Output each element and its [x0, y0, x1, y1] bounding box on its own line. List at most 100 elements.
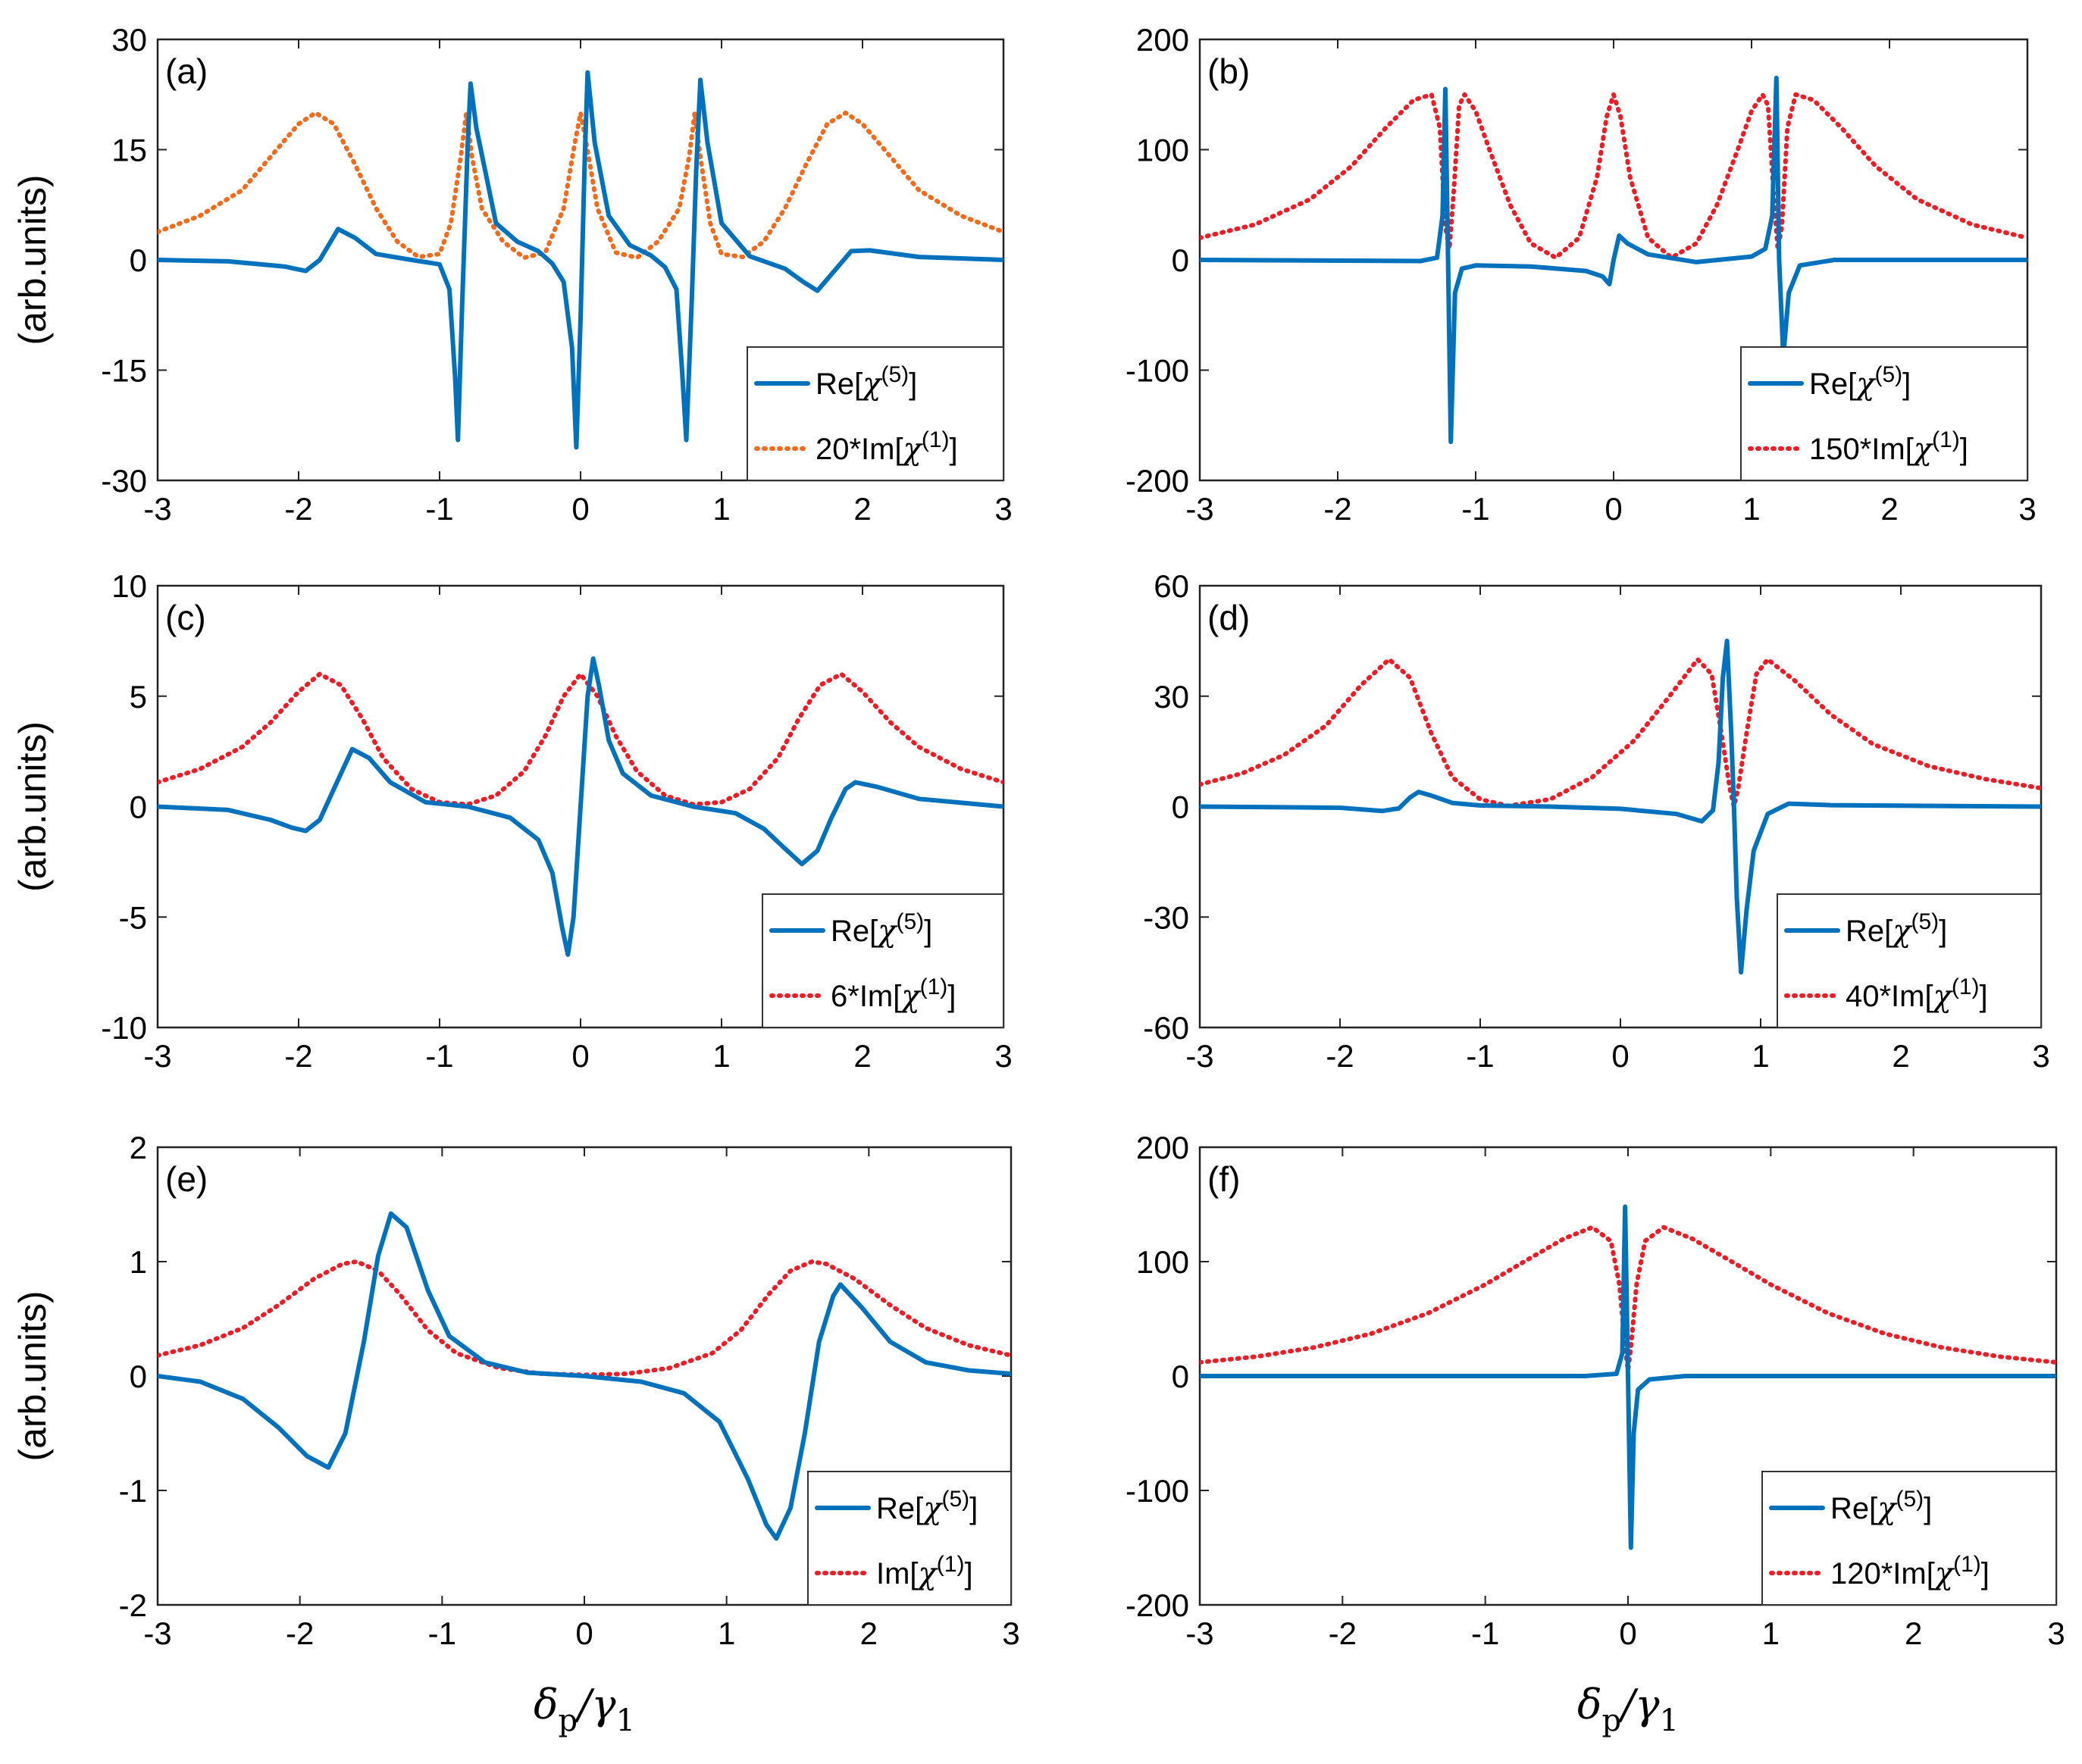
panel-c: -3 -2 -1 0 1 2 3-10-50510(c)(arb.units)Re[χ(5)… [11, 568, 1013, 1074]
x-tick-label: 0 [1619, 1615, 1636, 1651]
legend-entry: Re[χ(5)] [1846, 909, 1947, 949]
series-line-re-chi5 [1200, 75, 2027, 445]
y-tick-label: 0 [130, 242, 147, 278]
x-tick-label: -2 [1326, 1038, 1354, 1074]
legend: Re[χ(5)] 20*Im[χ(1)] [747, 346, 1004, 481]
y-tick-label: 0 [130, 790, 147, 825]
y-tick-label: -200 [1126, 463, 1189, 499]
x-tick-label: 3 [1002, 1615, 1019, 1651]
x-tick-label: 2 [1880, 491, 1898, 527]
x-tick-label: 1 [712, 491, 730, 527]
x-axis-label: δp/γ1 [1577, 1681, 1679, 1738]
x-tick-label: -1 [428, 1615, 456, 1651]
x-tick-label: 2 [860, 1615, 878, 1651]
y-tick-label: 0 [1172, 790, 1189, 825]
legend-box [1761, 1471, 2057, 1606]
series-line-im-chi1 [1200, 92, 2027, 261]
y-tick-label: 60 [1154, 568, 1189, 604]
x-axis-label: δp/γ1 [534, 1681, 635, 1738]
y-tick-label: -30 [1143, 899, 1189, 935]
y-tick-label: -1 [119, 1473, 147, 1509]
y-tick-label: -15 [101, 353, 147, 389]
x-tick-label: 0 [575, 1615, 593, 1651]
y-axis-label: (arb.units) [11, 721, 54, 892]
x-tick-label: 2 [1892, 1038, 1909, 1074]
legend-entry: 120*Im[χ(1)] [1830, 1552, 1990, 1591]
x-tick-label: 2 [853, 491, 871, 527]
y-tick-label: -100 [1126, 353, 1189, 389]
x-tick-label: -3 [143, 1038, 171, 1074]
x-tick-label: -2 [1329, 1615, 1357, 1651]
panel-b: -3 -2 -1 0 1 2 3 -200 -100 0 100 200 (b) Re[χ(5)] 150*… [1126, 22, 2037, 527]
y-tick-label: 30 [111, 22, 147, 58]
series-line-re-chi5 [1200, 1204, 2056, 1550]
x-tick-label: -3 [1185, 491, 1213, 527]
legend: Re[χ(5)] Im[χ(1)] [807, 1471, 1012, 1606]
legend-box [1740, 346, 2028, 481]
y-tick-label: -30 [101, 463, 147, 499]
series-line-im-chi1 [158, 111, 1003, 261]
panel-d: -3 -2 -1 0 1 2 3 -60 -30 0 30 60 (d) Re[χ(5)] 40*Im[χ(… [1143, 568, 2049, 1074]
y-tick-label: 0 [1172, 242, 1189, 278]
x-tick-label: -2 [284, 491, 312, 527]
x-tick-label: 3 [2018, 491, 2036, 527]
y-tick-label: 10 [111, 568, 147, 604]
legend-entry: 150*Im[χ(1)] [1809, 427, 1968, 467]
x-tick-label: -2 [1323, 491, 1351, 527]
x-tick-label: -1 [425, 491, 453, 527]
x-tick-label: 0 [1605, 491, 1622, 527]
panel-label: (d) [1207, 598, 1250, 637]
y-tick-label: -100 [1126, 1473, 1189, 1509]
series-line-re-chi5 [158, 656, 1003, 957]
y-tick-label: 200 [1136, 1130, 1189, 1165]
y-tick-label: -10 [101, 1010, 147, 1046]
legend-entry: Re[χ(5)] [831, 909, 932, 949]
panel-e: -3 -2 -1 0 1 2 3-2-1012(e)(arb.units)δp/γ1Re[χ… [11, 1130, 1020, 1738]
x-tick-label: 3 [994, 1038, 1012, 1074]
legend-entry: 6*Im[χ(1)] [831, 974, 956, 1014]
x-tick-label: -1 [1466, 1038, 1494, 1074]
legend: Re[χ(5)] 40*Im[χ(1)] [1777, 893, 2042, 1028]
x-tick-label: 1 [718, 1615, 735, 1651]
x-tick-label: -3 [1185, 1615, 1213, 1651]
x-tick-label: -3 [1185, 1038, 1213, 1074]
series-line-re-chi5 [1200, 638, 2041, 975]
y-axis-label: (arb.units) [11, 1290, 54, 1461]
x-tick-label: 3 [994, 491, 1012, 527]
panel-label: (f) [1207, 1159, 1240, 1199]
x-tick-label: 0 [571, 491, 589, 527]
x-tick-label: 2 [853, 1038, 871, 1074]
legend-box [1777, 893, 2042, 1028]
x-tick-label: -2 [286, 1615, 314, 1651]
x-tick-label: -3 [143, 1615, 171, 1651]
y-tick-label: 100 [1136, 1244, 1189, 1280]
panel-label: (b) [1207, 52, 1250, 91]
x-tick-label: 1 [712, 1038, 730, 1074]
panel-label: (e) [165, 1159, 208, 1199]
y-tick-label: 1 [130, 1244, 147, 1280]
y-tick-label: -60 [1143, 1010, 1189, 1046]
panel-label: (c) [165, 598, 206, 637]
series-line-im-chi1 [1200, 657, 2041, 809]
x-tick-label: -2 [284, 1038, 312, 1074]
x-tick-label: -1 [1461, 491, 1489, 527]
x-tick-label: 1 [1752, 1038, 1769, 1074]
x-tick-label: 3 [2047, 1615, 2065, 1651]
legend-entry: 20*Im[χ(1)] [816, 427, 958, 467]
panel-f: -3 -2 -1 0 1 2 3 -200 -100 0 100 200 (f) δp/γ1 Re[χ(5)… [1126, 1130, 2065, 1738]
panel-a: -3 -2 -1 0 1 2 3 -30 -15 0 15 30 (a) (arb.units) Re[χ(… [11, 22, 1013, 527]
y-tick-label: -5 [119, 899, 147, 935]
x-tick-label: 0 [1611, 1038, 1629, 1074]
legend: Re[χ(5)] 6*Im[χ(1)] [762, 893, 1004, 1028]
y-tick-label: 30 [1154, 679, 1189, 715]
legend: Re[χ(5)] 150*Im[χ(1)] [1740, 346, 2028, 481]
y-tick-label: 0 [1172, 1359, 1189, 1394]
y-tick-label: 15 [111, 133, 147, 168]
y-axis-label: (arb.units) [11, 174, 54, 345]
legend-box [747, 346, 1004, 481]
x-tick-label: 3 [2032, 1038, 2049, 1074]
legend-entry: Re[χ(5)] [1830, 1487, 1932, 1526]
y-tick-label: 200 [1136, 22, 1189, 58]
x-tick-label: 2 [1905, 1615, 1922, 1651]
series-line-re-chi5 [158, 70, 1003, 450]
